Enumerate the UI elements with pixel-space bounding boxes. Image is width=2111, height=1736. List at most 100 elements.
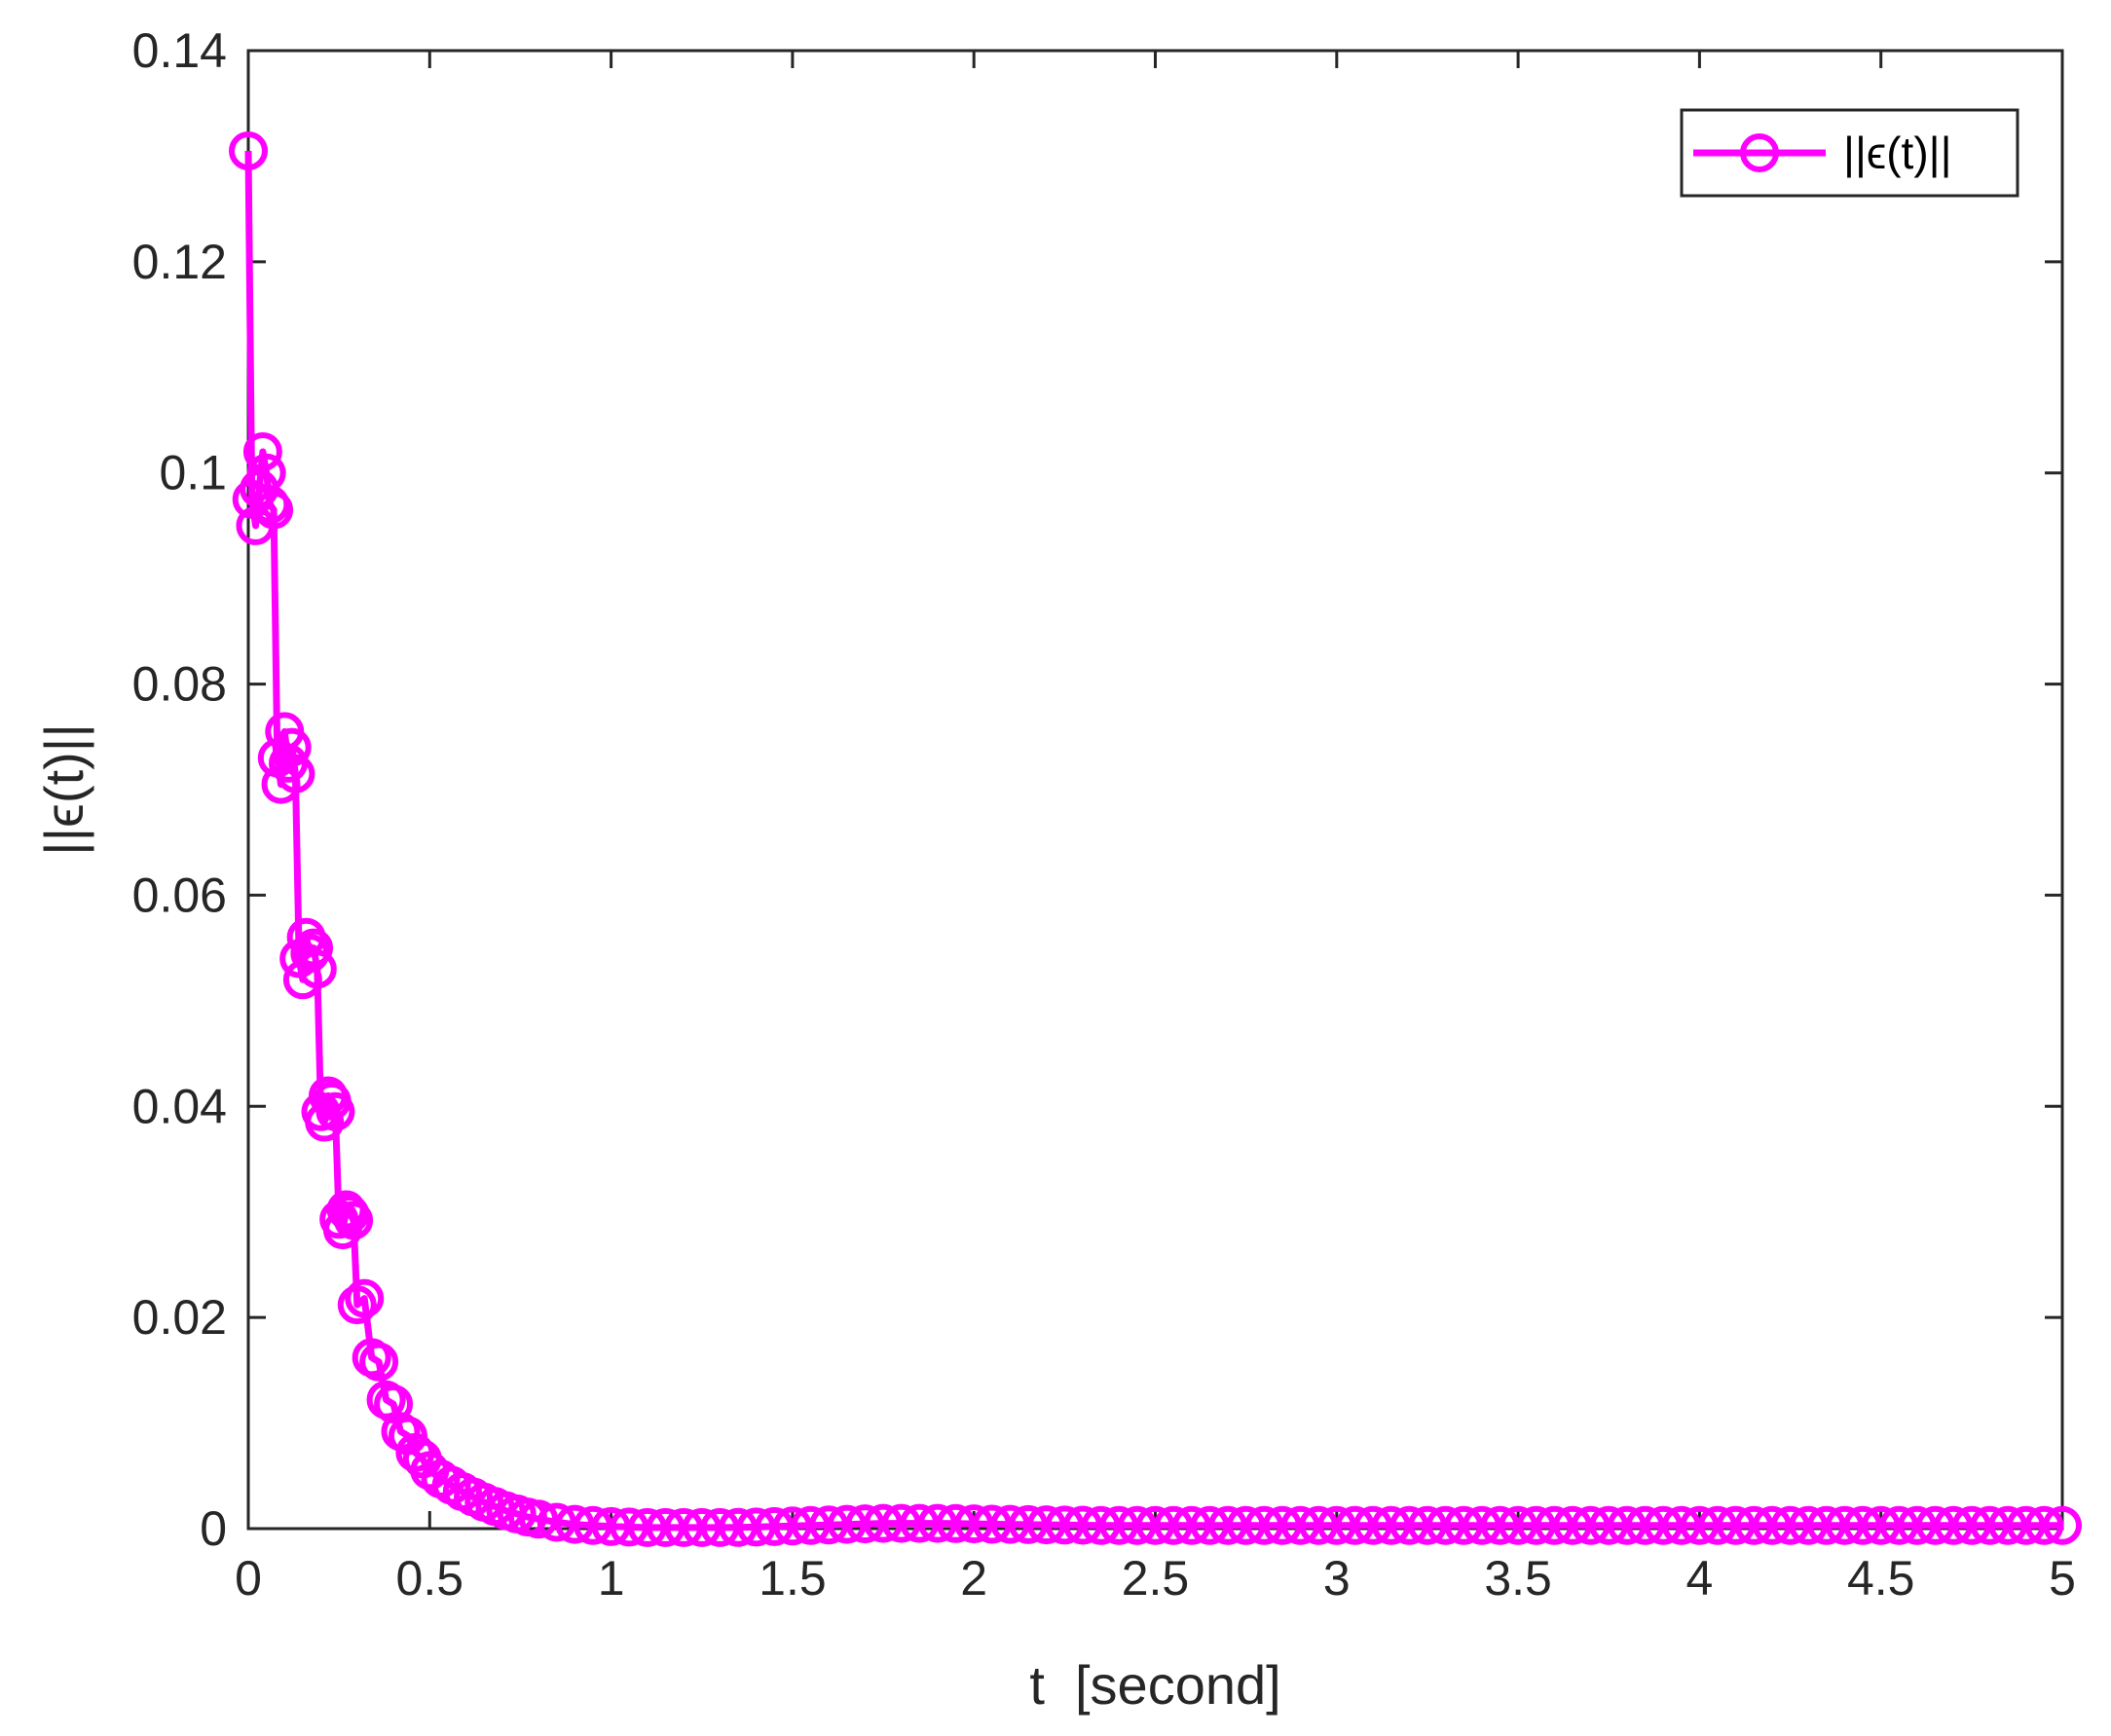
data-point-marker xyxy=(1208,1505,1248,1545)
data-point-marker xyxy=(2024,1505,2064,1545)
x-tick-label: 3.5 xyxy=(1484,1551,1552,1606)
x-tick-label: 0.5 xyxy=(396,1551,464,1606)
data-point-marker xyxy=(700,1507,740,1547)
data-point-marker xyxy=(1770,1505,1810,1545)
data-point-marker xyxy=(827,1504,867,1544)
data-point-marker xyxy=(1371,1505,1411,1545)
data-point-marker xyxy=(845,1504,885,1544)
data-point-marker xyxy=(229,131,268,171)
data-point-marker xyxy=(1026,1505,1066,1545)
data-point-marker xyxy=(1552,1505,1592,1545)
data-point-marker xyxy=(1644,1505,1684,1545)
data-point-marker xyxy=(1353,1505,1393,1545)
data-point-marker xyxy=(1516,1505,1556,1545)
y-tick-label: 0.12 xyxy=(132,235,227,289)
data-point-marker xyxy=(1480,1505,1520,1545)
data-point-marker xyxy=(1934,1505,1974,1545)
data-point-marker xyxy=(1171,1505,1211,1545)
x-tick-label: 2.5 xyxy=(1122,1551,1190,1606)
data-point-marker xyxy=(305,1102,345,1142)
data-point-marker xyxy=(1117,1505,1157,1545)
data-point-marker xyxy=(555,1504,595,1544)
axes-box xyxy=(246,49,2064,1531)
data-point-marker xyxy=(809,1505,849,1545)
legend: ||ϵ(t)|| xyxy=(1680,108,2019,198)
y-tick-label: 0.02 xyxy=(132,1290,227,1345)
data-point-marker xyxy=(337,1285,377,1325)
legend-marker-circle-icon xyxy=(1740,133,1779,172)
y-tick-label: 0.04 xyxy=(132,1079,227,1133)
data-point-marker xyxy=(537,1502,576,1542)
data-point-marker xyxy=(1825,1505,1865,1545)
data-point-marker xyxy=(719,1507,759,1547)
data-point-marker xyxy=(881,1503,921,1543)
data-point-marker xyxy=(1280,1505,1320,1545)
data-point-marker xyxy=(1009,1504,1049,1544)
data-point-marker xyxy=(1535,1505,1574,1545)
data-point-marker xyxy=(1154,1505,1194,1545)
x-tick-label: 4.5 xyxy=(1847,1551,1915,1606)
data-point-marker xyxy=(254,490,294,530)
data-point-marker xyxy=(1861,1505,1901,1545)
data-point-marker xyxy=(1099,1505,1139,1545)
data-point-marker xyxy=(917,1503,957,1543)
y-tick-label: 0.14 xyxy=(132,23,227,78)
data-point-marker xyxy=(1499,1505,1538,1545)
data-point-marker xyxy=(345,1278,385,1318)
data-point-marker xyxy=(374,1385,414,1424)
data-point-marker xyxy=(972,1504,1012,1544)
y-axis-tick-labels: 0 0.02 0.04 0.06 0.08 0.1 0.12 0.14 xyxy=(132,23,227,1556)
data-point-marker xyxy=(1316,1505,1356,1545)
x-tick-label: 0 xyxy=(235,1551,262,1606)
data-point-marker xyxy=(1951,1505,1991,1545)
data-point-marker xyxy=(1081,1505,1121,1545)
y-axis-label: ||ϵ(t)|| xyxy=(33,723,94,856)
data-point-marker xyxy=(1407,1505,1447,1545)
data-point-marker xyxy=(1062,1505,1102,1545)
data-point-marker xyxy=(359,1342,399,1382)
data-point-marker xyxy=(1734,1505,1774,1545)
data-point-marker xyxy=(1698,1505,1738,1545)
data-point-marker xyxy=(990,1504,1030,1544)
data-point-marker xyxy=(1462,1505,1501,1545)
x-tick-label: 1.5 xyxy=(759,1551,827,1606)
data-point-marker xyxy=(1897,1505,1937,1545)
data-point-marker xyxy=(1571,1505,1611,1545)
data-point-marker xyxy=(1135,1505,1175,1545)
x-axis-label: t [second] xyxy=(1029,1654,1280,1716)
data-point-marker xyxy=(954,1504,994,1544)
data-point-marker xyxy=(900,1503,940,1543)
data-point-marker xyxy=(864,1503,904,1543)
data-point-marker xyxy=(610,1507,649,1547)
data-point-marker xyxy=(1190,1505,1230,1545)
data-point-marker xyxy=(1607,1505,1647,1545)
series-layer xyxy=(229,131,2082,1547)
plot-area xyxy=(229,49,2082,1547)
data-point-marker xyxy=(1680,1505,1720,1545)
x-tick-label: 2 xyxy=(960,1551,987,1606)
y-tick-label: 0.1 xyxy=(159,446,227,500)
data-point-marker xyxy=(755,1506,795,1546)
y-tick-label: 0.08 xyxy=(132,657,227,712)
data-point-marker xyxy=(936,1503,976,1543)
data-point-marker xyxy=(1299,1505,1339,1545)
data-point-marker xyxy=(627,1507,667,1547)
data-point-marker xyxy=(1915,1505,1955,1545)
data-point-marker xyxy=(791,1505,831,1545)
data-point-marker xyxy=(1625,1505,1665,1545)
data-point-marker xyxy=(1716,1505,1756,1545)
data-point-marker xyxy=(1879,1505,1919,1545)
data-point-marker xyxy=(1335,1505,1375,1545)
x-tick-label: 4 xyxy=(1685,1551,1713,1606)
data-point-marker xyxy=(1789,1505,1829,1545)
data-point-marker xyxy=(1444,1505,1484,1545)
data-point-marker xyxy=(1806,1505,1846,1545)
x-tick-label: 5 xyxy=(2049,1551,2076,1606)
data-point-marker xyxy=(1752,1505,1792,1545)
data-point-marker xyxy=(646,1507,685,1547)
data-point-marker xyxy=(664,1507,704,1547)
data-point-marker xyxy=(1262,1505,1302,1545)
data-point-marker xyxy=(1843,1505,1883,1545)
data-point-marker xyxy=(1661,1505,1701,1545)
